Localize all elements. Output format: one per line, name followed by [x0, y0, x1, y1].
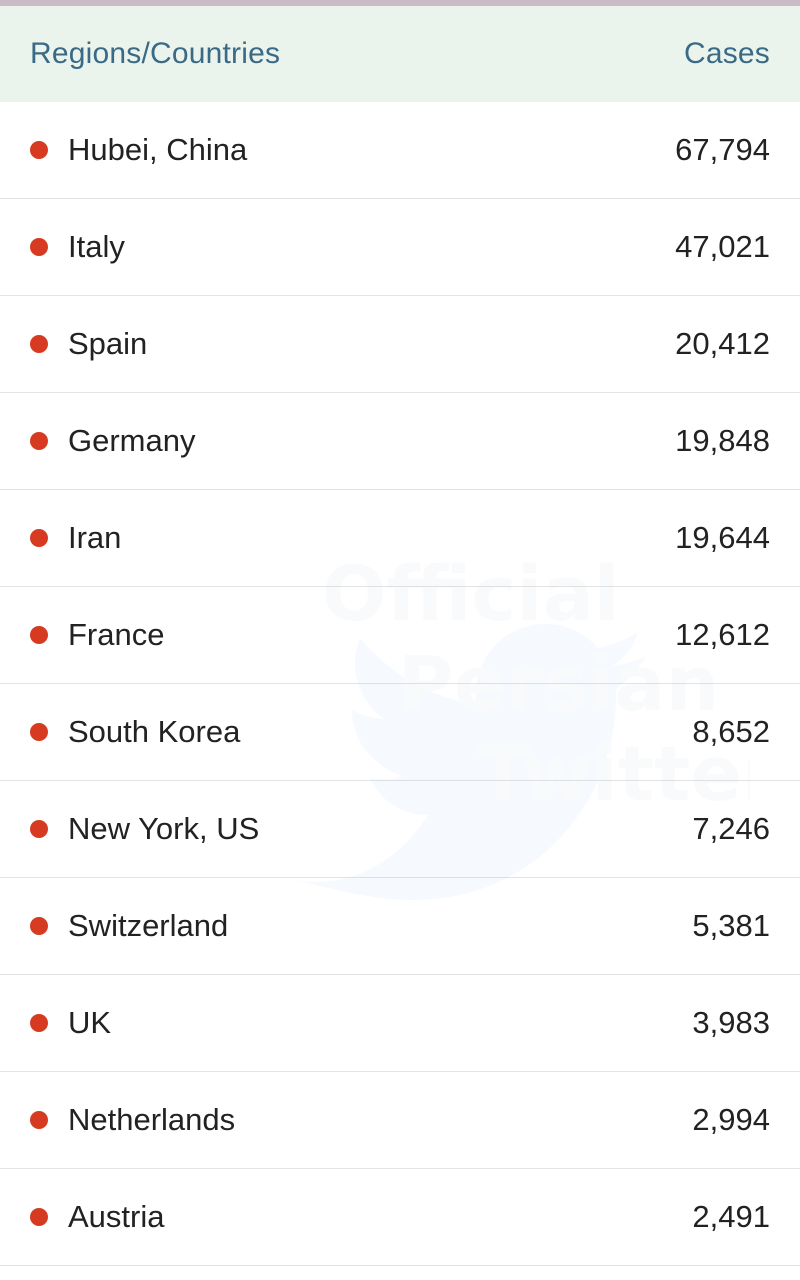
red-dot-icon [30, 626, 48, 644]
case-count: 7,246 [692, 811, 770, 846]
region-name: Netherlands [68, 1102, 236, 1137]
case-count: 3,983 [692, 1005, 770, 1040]
red-dot-icon [30, 723, 48, 741]
region-name: Austria [68, 1199, 165, 1234]
table-row[interactable]: France 12,612 [0, 587, 800, 684]
table-row[interactable]: New York, US 7,246 [0, 781, 800, 878]
region-name: UK [68, 1005, 112, 1040]
case-count: 47,021 [675, 229, 770, 264]
row-label-group: Netherlands [30, 1102, 235, 1138]
red-dot-icon [30, 917, 48, 935]
case-count: 2,994 [692, 1102, 770, 1137]
case-count: 8,652 [692, 714, 770, 749]
column-header-regions: Regions/Countries [30, 37, 281, 70]
red-dot-icon [30, 238, 48, 256]
table-row[interactable]: Spain 20,412 [0, 296, 800, 393]
table-row[interactable]: Austria 2,491 [0, 1169, 800, 1266]
table-row[interactable]: Germany 19,848 [0, 393, 800, 490]
table-row[interactable]: Netherlands 2,994 [0, 1072, 800, 1169]
row-label-group: South Korea [30, 714, 240, 750]
table-row[interactable]: UK 3,983 [0, 975, 800, 1072]
red-dot-icon [30, 820, 48, 838]
row-label-group: Iran [30, 520, 121, 556]
row-label-group: New York, US [30, 811, 259, 847]
case-count: 67,794 [675, 132, 770, 167]
row-label-group: Hubei, China [30, 132, 247, 168]
region-name: Spain [68, 326, 148, 361]
row-label-group: Spain [30, 326, 147, 362]
case-count: 12,612 [675, 617, 770, 652]
region-name: Hubei, China [68, 132, 248, 167]
case-count: 2,491 [692, 1199, 770, 1234]
row-label-group: France [30, 617, 164, 653]
row-label-group: Germany [30, 423, 195, 459]
region-name: Italy [68, 229, 125, 264]
row-label-group: UK [30, 1005, 111, 1041]
red-dot-icon [30, 1208, 48, 1226]
region-name: New York, US [68, 811, 260, 846]
table-row[interactable]: Hubei, China 67,794 [0, 102, 800, 199]
table-row[interactable]: Switzerland 5,381 [0, 878, 800, 975]
case-count: 20,412 [675, 326, 770, 361]
table-header: Regions/Countries Cases [0, 6, 800, 102]
row-label-group: Switzerland [30, 908, 228, 944]
red-dot-icon [30, 1014, 48, 1032]
case-count: 19,848 [675, 423, 770, 458]
red-dot-icon [30, 141, 48, 159]
case-count: 5,381 [692, 908, 770, 943]
region-name: Iran [68, 520, 122, 555]
red-dot-icon [30, 335, 48, 353]
top-border [0, 0, 800, 6]
region-name: France [68, 617, 165, 652]
region-name: South Korea [68, 714, 241, 749]
table-row[interactable]: Italy 47,021 [0, 199, 800, 296]
table-row[interactable]: South Korea 8,652 [0, 684, 800, 781]
region-name: Germany [68, 423, 196, 458]
red-dot-icon [30, 432, 48, 450]
region-name: Switzerland [68, 908, 229, 943]
case-count: 19,644 [675, 520, 770, 555]
row-label-group: Austria [30, 1199, 164, 1235]
red-dot-icon [30, 529, 48, 547]
cases-table: Regions/Countries Cases Hubei, China 67,… [0, 6, 800, 1266]
row-label-group: Italy [30, 229, 125, 265]
table-row[interactable]: Iran 19,644 [0, 490, 800, 587]
red-dot-icon [30, 1111, 48, 1129]
column-header-cases: Cases [683, 37, 770, 70]
